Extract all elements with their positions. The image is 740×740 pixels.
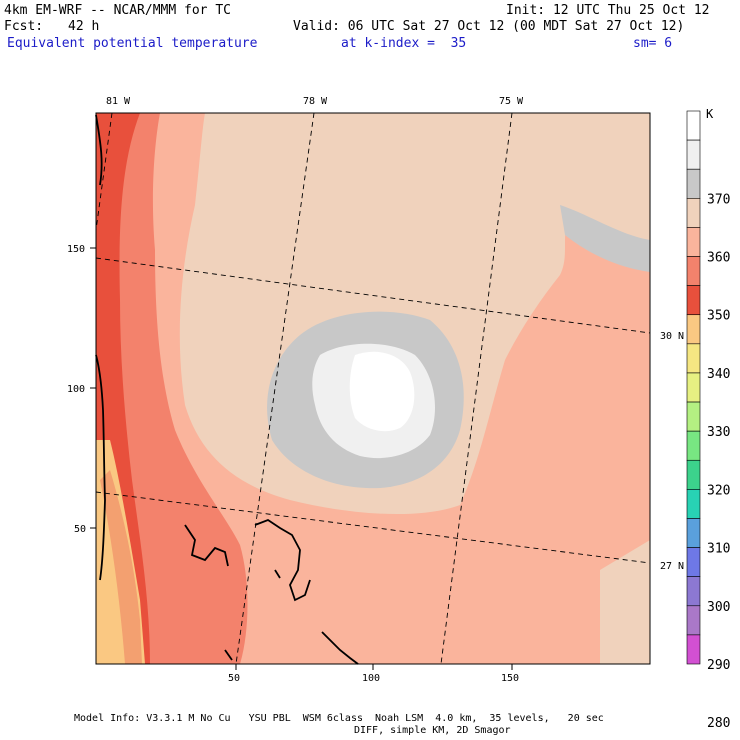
y-tick-label: 100 [67,384,85,395]
colorbar-unit: K [706,107,714,121]
meridian-78w [235,112,315,665]
y-tick-label: 50 [74,524,86,535]
colorbar [686,110,701,665]
colorbar-swatch [686,343,701,374]
colorbar-label: 300 [707,600,730,615]
colorbar-label: 320 [707,483,730,498]
model-info-line2: DIFF, simple KM, 2D Smagor [354,725,511,736]
colorbar-swatch [686,401,701,432]
x-tick-label: 100 [362,673,380,684]
meridian-75w [440,112,513,665]
parallel-27n [95,491,651,564]
coastline [95,114,359,665]
valid-time: Valid: 06 UTC Sat 27 Oct 12 (00 MDT Sat … [293,19,685,34]
colorbar-swatch [686,139,701,170]
theta-e-field [96,113,650,664]
lat-label: 27 N [660,561,684,572]
colorbar-swatch [686,634,701,665]
init-time: Init: 12 UTC Thu 25 Oct 12 [506,3,710,18]
colorbar-label: 360 [707,251,730,266]
band-330-340-coast [100,470,142,664]
colorbar-swatch [686,459,701,490]
band-360-365-east [560,205,650,272]
y-tick-label: 150 [67,244,85,255]
colorbar-swatch [686,605,701,636]
colorbar-label: 310 [707,542,730,557]
colorbar-swatch [686,227,701,257]
level-index: at k-index = 35 [341,36,467,51]
colorbar-label: 330 [707,425,730,440]
colorbar-swatch [686,576,701,607]
band-370-plus [349,351,415,432]
forecast-hours: 42 h [68,19,100,34]
model-info-line1: Model Info: V3.3.1 M No Cu YSU PBL WSM 6… [74,713,604,724]
colorbar-swatch [686,430,701,461]
colorbar-label: 350 [707,309,730,324]
field-name: Equivalent potential temperature [7,36,258,51]
parallel-30n [95,257,651,334]
meridian-81w [95,112,113,231]
lon-label: 81 W [106,96,131,107]
lon-label: 75 W [499,96,524,107]
colorbar-swatch [686,547,701,577]
model-title: 4km EM-WRF -- NCAR/MMM for TC [4,3,231,18]
band-355-360-east [600,540,650,664]
colorbar-swatch [686,168,701,199]
x-tick-label: 150 [501,673,519,684]
lon-label: 78 W [303,96,328,107]
frame-ticks [90,247,513,670]
colorbar-swatch [686,372,701,403]
colorbar-labels: 370 360 350 340 330 320 310 300 290 280 [707,192,730,731]
colorbar-swatch [686,518,701,548]
colorbar-swatch [686,489,701,519]
colorbar-swatch [686,314,701,345]
map-labels: 81 W 78 W 75 W 30 N 27 N 50 100 150 150 … [67,96,684,684]
colorbar-label: 290 [707,658,730,673]
colorbar-swatch [686,256,701,286]
smoothing: sm= 6 [633,36,673,51]
colorbar-swatch [686,285,701,316]
lat-label: 30 N [660,331,684,342]
colorbar-label: 340 [707,367,730,382]
forecast-label: Fcst: [4,19,44,34]
colorbar-swatch [686,110,701,141]
graticule [95,112,651,665]
x-tick-label: 50 [228,673,240,684]
colorbar-label: 280 [707,716,730,731]
colorbar-swatch [686,198,701,228]
colorbar-label: 370 [707,192,730,207]
